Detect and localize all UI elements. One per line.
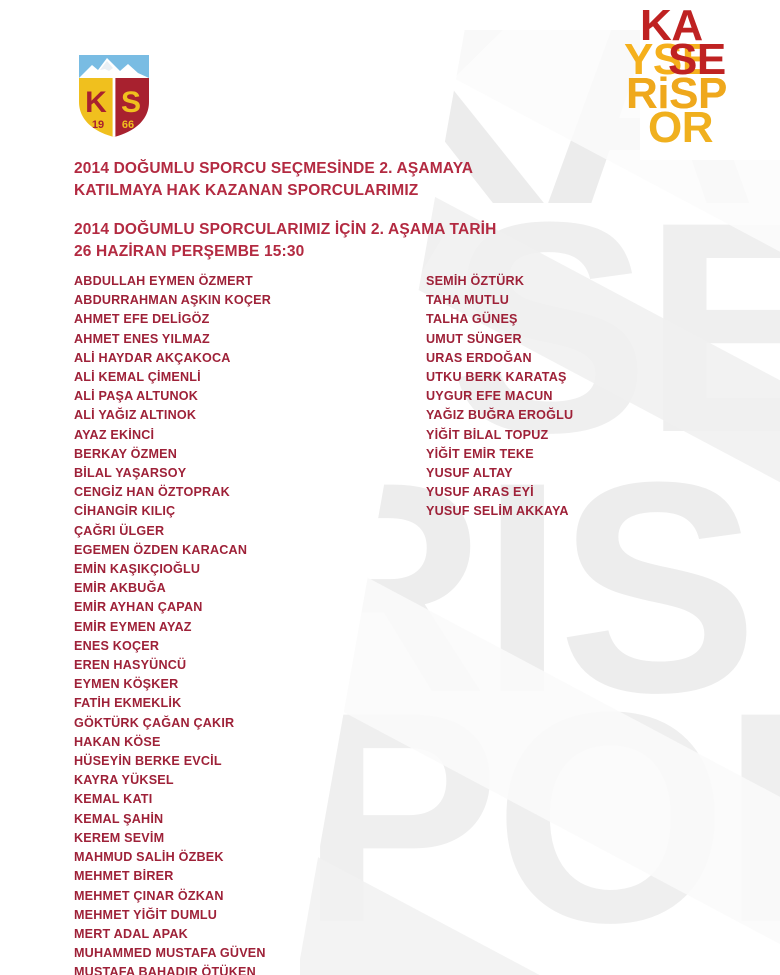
heading-group: 2014 DOĞUMLU SPORCU SEÇMESİNDE 2. AŞAMAY…	[74, 158, 634, 263]
athlete-name: AHMET ENES YILMAZ	[74, 331, 210, 346]
athlete-name: KEREM SEVİM	[74, 830, 165, 845]
svg-text:K: K	[85, 86, 107, 119]
svg-text:19: 19	[92, 119, 104, 131]
svg-text:66: 66	[122, 119, 134, 131]
athlete-name: ABDURRAHMAN AŞKIN KOÇER	[74, 293, 271, 308]
athlete-name: MUSTAFA BAHADIR ÖTÜKEN	[74, 965, 256, 975]
athlete-name: ALİ YAĞIZ ALTINOK	[74, 408, 197, 423]
kayserispor-crest-icon: K S 19 66	[74, 50, 154, 143]
wordmark-line-or: OR	[648, 103, 714, 152]
athlete-name: KAYRA YÜKSEL	[74, 773, 174, 788]
athlete-name: ALİ HAYDAR AKÇAKOCA	[74, 350, 231, 365]
heading-line-4: 26 HAZİRAN PERŞEMBE 15:30	[74, 243, 305, 260]
athlete-name: UMUT SÜNGER	[426, 331, 522, 346]
heading-line-1: 2014 DOĞUMLU SPORCU SEÇMESİNDE 2. AŞAMAY…	[74, 160, 474, 177]
athlete-name: UTKU BERK KARATAŞ	[426, 370, 567, 385]
athlete-name: UYGUR EFE MACUN	[426, 389, 553, 404]
athlete-name: KEMAL ŞAHİN	[74, 811, 164, 826]
athlete-name: ÇAĞRI ÜLGER	[74, 523, 165, 538]
athlete-name: YUSUF ALTAY	[426, 466, 513, 481]
kayserispor-wordmark: RiSP YSE KA SE RiSP OR	[624, 2, 744, 150]
athlete-name: URAS ERDOĞAN	[426, 350, 532, 365]
heading-line-3: 2014 DOĞUMLU SPORCULARIMIZ İÇİN 2. AŞAMA…	[74, 221, 497, 238]
athlete-name: MERT ADAL APAK	[74, 926, 188, 941]
athlete-name: EREN HASYÜNCÜ	[74, 658, 187, 673]
athlete-name: YUSUF SELİM AKKAYA	[426, 504, 569, 519]
name-column-left: ABDULLAH EYMEN ÖZMERT ABDURRAHMAN AŞKIN K…	[74, 272, 404, 975]
athlete-name: BİLAL YAŞARSOY	[74, 466, 187, 481]
athlete-name: ALİ KEMAL ÇİMENLİ	[74, 370, 201, 385]
athlete-name: AHMET EFE DELİGÖZ	[74, 312, 210, 327]
athlete-name: ALİ PAŞA ALTUNOK	[74, 389, 199, 404]
heading-block-date: 2014 DOĞUMLU SPORCULARIMIZ İÇİN 2. AŞAMA…	[74, 219, 634, 263]
athlete-name: YUSUF ARAS EYİ	[426, 485, 534, 500]
athlete-name: EMİR AKBUĞA	[74, 581, 166, 596]
athlete-name: MUHAMMED MUSTAFA GÜVEN	[74, 946, 266, 961]
athlete-name: HAKAN KÖSE	[74, 734, 161, 749]
athlete-name: EGEMEN ÖZDEN KARACAN	[74, 542, 248, 557]
athlete-name: EMİR AYHAN ÇAPAN	[74, 600, 203, 615]
athlete-name: FATİH EKMEKLİK	[74, 696, 182, 711]
wordmark-line-ka: KA	[640, 1, 703, 50]
name-column-right: SEMİH ÖZTÜRK TAHA MUTLU TALHA GÜNEŞ UMUT SÜ…	[426, 272, 756, 522]
athlete-name: TAHA MUTLU	[426, 293, 510, 308]
athlete-name: CENGİZ HAN ÖZTOPRAK	[74, 485, 230, 500]
athlete-name: MAHMUD SALİH ÖZBEK	[74, 850, 224, 865]
heading-block-qualified: 2014 DOĞUMLU SPORCU SEÇMESİNDE 2. AŞAMAY…	[74, 158, 634, 202]
athlete-name: AYAZ EKİNCİ	[74, 427, 155, 442]
athlete-name: EYMEN KÖŞKER	[74, 677, 179, 692]
athlete-name: TALHA GÜNEŞ	[426, 312, 518, 327]
athlete-name: ENES KOÇER	[74, 638, 160, 653]
athlete-name: EMİR EYMEN AYAZ	[74, 619, 192, 634]
athlete-name: MEHMET BİRER	[74, 869, 174, 884]
athlete-name: MEHMET ÇINAR ÖZKAN	[74, 888, 224, 903]
athlete-name: CİHANGİR KILIÇ	[74, 504, 176, 519]
athlete-name: ABDULLAH EYMEN ÖZMERT	[74, 274, 253, 288]
athlete-name: MEHMET YİĞİT DUMLU	[74, 907, 218, 922]
athlete-name: HÜSEYİN BERKE EVCİL	[74, 754, 222, 769]
heading-line-2: KATILMAYA HAK KAZANAN SPORCULARIMIZ	[74, 182, 419, 199]
athlete-name: GÖKTÜRK ÇAĞAN ÇAKIR	[74, 715, 235, 730]
athlete-name: YİĞİT BİLAL TOPUZ	[426, 427, 549, 442]
athlete-name: YİĞİT EMİR TEKE	[426, 446, 534, 461]
athlete-name: EMİN KAŞIKÇIOĞLU	[74, 562, 201, 577]
athlete-name: YAĞIZ BUĞRA EROĞLU	[426, 408, 574, 423]
athlete-name: SEMİH ÖZTÜRK	[426, 274, 525, 288]
athlete-name: BERKAY ÖZMEN	[74, 446, 178, 461]
athlete-name: KEMAL KATI	[74, 792, 153, 807]
svg-text:S: S	[121, 86, 141, 119]
